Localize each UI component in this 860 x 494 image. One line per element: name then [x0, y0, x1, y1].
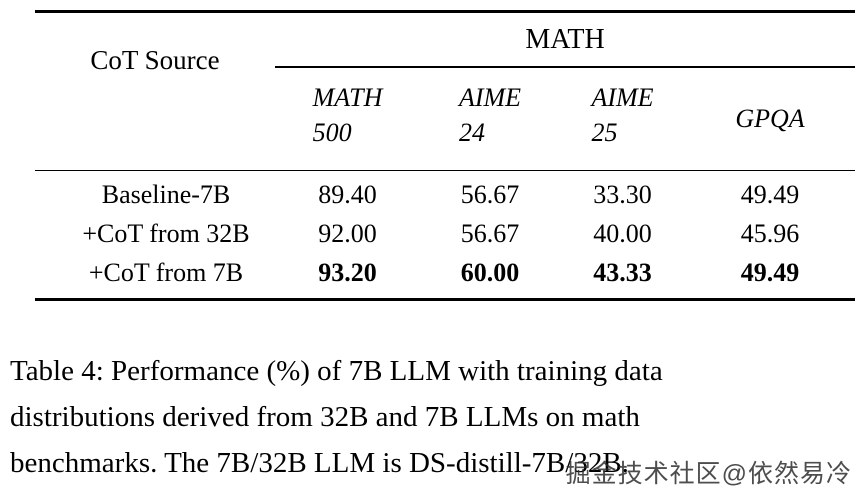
table-row-cot-from-7b: +CoT from 7B 93.20 60.00 43.33 49.49	[35, 253, 855, 292]
row-label: +CoT from 7B	[88, 257, 244, 287]
header-body-rule	[35, 169, 855, 171]
watermark: 掘金技术社区@依然易冷	[565, 460, 852, 488]
column-header-line: 25	[591, 117, 618, 147]
cell-value: 33.30	[593, 179, 652, 209]
header-right-group: MATH MATH 500 AIME 24 AIME	[275, 13, 855, 170]
column-header-line: GPQA	[735, 104, 805, 133]
table-body: Baseline-7B 89.40 56.67 33.30 49.49 +CoT…	[35, 171, 855, 298]
row-label: +CoT from 32B	[82, 218, 250, 248]
column-header-line: 500	[312, 117, 352, 147]
cell-value: 56.67	[460, 179, 520, 209]
column-header-line: AIME	[458, 82, 522, 112]
corner-header-cot-source: CoT Source	[90, 45, 220, 75]
cell-value: 92.00	[318, 218, 377, 248]
row-label: Baseline-7B	[101, 179, 231, 209]
caption-line-2: distributions derived from 32B and 7B LL…	[10, 401, 640, 433]
table-header: CoT Source MATH MATH 500 AIME 24	[35, 13, 855, 170]
column-header-gpqa: GPQA	[685, 68, 855, 170]
column-header-line: MATH	[312, 82, 383, 112]
cell-value: 60.00	[460, 257, 520, 287]
table-bottom-rule	[35, 298, 855, 301]
cell-value: 49.49	[740, 257, 800, 287]
column-header-line: AIME	[591, 82, 654, 112]
cell-value: 93.20	[318, 257, 377, 287]
column-headers: MATH 500 AIME 24 AIME 25	[275, 68, 855, 170]
column-header-aime24: AIME 24	[420, 68, 560, 170]
column-header-line: 24	[458, 117, 485, 147]
cell-value: 49.49	[740, 179, 800, 209]
table-row-baseline-7b: Baseline-7B 89.40 56.67 33.30 49.49	[35, 175, 855, 214]
table-row-cot-from-32b: +CoT from 32B 92.00 56.67 40.00 45.96	[35, 214, 855, 253]
cell-value: 45.96	[740, 218, 800, 248]
column-header-aime25: AIME 25	[560, 68, 685, 170]
cell-value: 89.40	[318, 179, 377, 209]
group-header-math: MATH	[525, 23, 605, 55]
column-header-math500: MATH 500	[275, 68, 420, 170]
caption-line-3: benchmarks. The 7B/32B LLM is DS-distill…	[10, 447, 629, 479]
table-caption: Table 4: Performance (%) of 7B LLM with …	[10, 348, 855, 486]
cell-value: 43.33	[593, 257, 652, 287]
caption-line-1: Table 4: Performance (%) of 7B LLM with …	[10, 355, 663, 387]
results-table: CoT Source MATH MATH 500 AIME 24	[35, 10, 855, 301]
table-top-rule	[35, 10, 855, 13]
cell-value: 40.00	[593, 218, 652, 248]
cell-value: 56.67	[460, 218, 520, 248]
group-header-rule	[275, 66, 855, 68]
